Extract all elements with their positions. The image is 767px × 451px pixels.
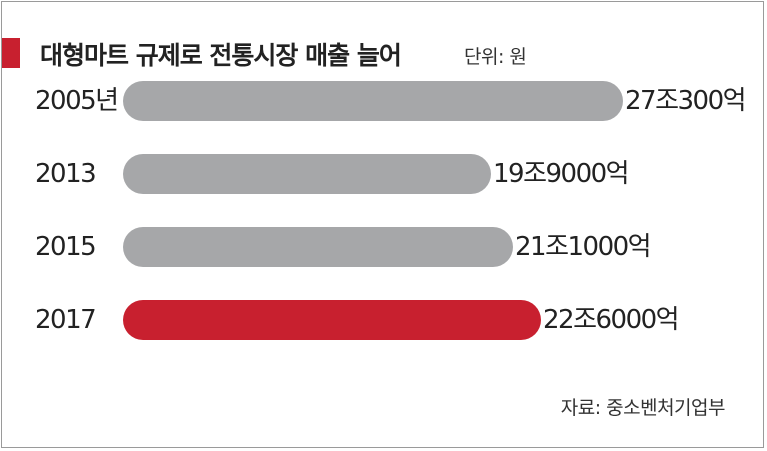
value-label: 19조9000억	[493, 159, 630, 189]
bar-1	[123, 154, 491, 194]
unit-label: 단위: 원	[464, 46, 527, 68]
value-label: 22조6000억	[543, 305, 680, 335]
chart-title: 대형마트 규제로 전통시장 매출 늘어	[40, 41, 402, 70]
source-label: 자료: 중소벤처기업부	[560, 397, 726, 419]
bar-2	[123, 227, 513, 267]
title-accent-mark	[2, 38, 20, 68]
value-label: 21조1000억	[515, 232, 652, 262]
bar-0	[123, 81, 623, 121]
bar-3	[123, 300, 541, 340]
value-label: 27조300억	[625, 86, 747, 116]
category-label: 2005년	[35, 86, 119, 116]
category-label: 2017	[35, 305, 97, 335]
category-label: 2013	[35, 159, 97, 189]
category-label: 2015	[35, 232, 97, 262]
